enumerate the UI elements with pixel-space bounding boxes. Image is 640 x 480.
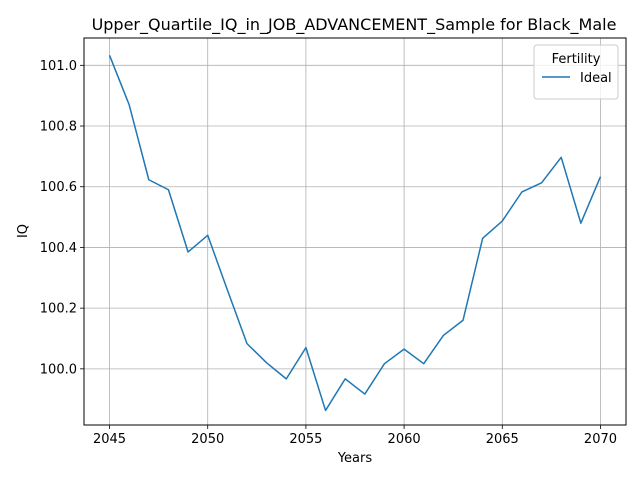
x-tick-label: 2045 (93, 432, 126, 447)
y-tick-label: 100.4 (40, 241, 77, 256)
y-tick-label: 100.2 (40, 302, 77, 317)
legend-entry-ideal: Ideal (580, 71, 612, 86)
chart-title: Upper_Quartile_IQ_in_JOB_ADVANCEMENT_Sam… (92, 15, 617, 35)
series-line-ideal (108, 55, 602, 412)
x-tick-label: 2065 (486, 432, 519, 447)
y-tick-label: 100.8 (40, 120, 77, 135)
y-tick-label: 101.0 (40, 59, 77, 74)
legend-box (533, 44, 619, 100)
series-layer (108, 55, 602, 412)
x-tick-label: 2055 (289, 432, 322, 447)
x-tick-label: 2070 (584, 432, 617, 447)
y-tick-label: 100.6 (40, 180, 77, 195)
legend: Fertility Ideal (533, 44, 619, 100)
x-axis-ticks: 2045 2050 2055 2060 2065 2070 (93, 425, 617, 447)
y-axis-label: IQ (16, 224, 31, 238)
y-tick-label: 100.0 (40, 362, 77, 377)
plot-area-frame (83, 37, 627, 426)
x-tick-label: 2050 (191, 432, 224, 447)
y-axis-ticks: 100.0 100.2 100.4 100.6 100.8 101.0 (40, 59, 84, 377)
grid-lines (84, 38, 626, 425)
x-tick-label: 2060 (388, 432, 421, 447)
x-axis-label: Years (337, 451, 373, 466)
legend-title: Fertility (552, 52, 601, 67)
